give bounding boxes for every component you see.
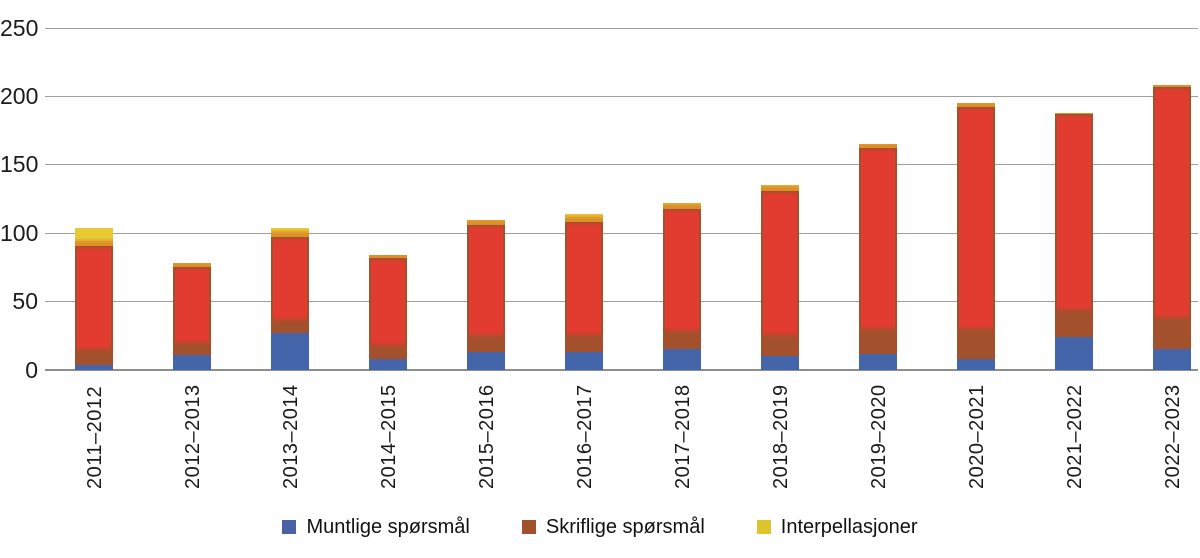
y-tick-label: 200: [0, 82, 39, 109]
legend-label-muntlige-sporsmal: Muntlige spørsmål: [306, 516, 470, 538]
x-tick-label: 2016–2017: [574, 384, 596, 489]
y-tick-label: 150: [0, 151, 39, 178]
bar-segment-skriflige: [663, 208, 701, 350]
bar-segment-skriflige: [957, 107, 995, 360]
x-tick-label: 2012–2013: [182, 384, 204, 489]
bar-segment-skriflige: [75, 245, 113, 365]
legend-item-muntlige-sporsmal: Muntlige spørsmål: [282, 516, 470, 538]
bar-segment-muntlige: [75, 364, 113, 370]
bar-segment-interpellasjoner: [1055, 112, 1093, 115]
gridline: [45, 301, 1198, 303]
bar-segment-muntlige: [957, 359, 995, 370]
skriflige-sporsmal-swatch-icon: [521, 520, 536, 534]
bar-segment-skriflige: [271, 237, 309, 334]
bar-segment-skriflige: [565, 222, 603, 353]
bar-segment-interpellasjoner: [859, 144, 897, 149]
x-tick-label: 2013–2014: [280, 384, 302, 489]
gridline: [45, 164, 1198, 166]
bar-segment-interpellasjoner: [369, 255, 407, 258]
bar-segment-skriflige: [1153, 86, 1191, 350]
bar-segment-skriflige: [369, 257, 407, 360]
x-tick-label: 2014–2015: [378, 384, 400, 489]
interpellasjoner-swatch-icon: [756, 520, 771, 534]
x-tick-label: 2021–2022: [1064, 384, 1086, 489]
bar-segment-muntlige: [1153, 349, 1191, 370]
muntlige-sporsmal-swatch-icon: [282, 520, 297, 534]
x-tick-label: 2018–2019: [770, 384, 792, 489]
gridline: [45, 27, 1198, 29]
bar-segment-interpellasjoner: [271, 227, 309, 238]
x-tick-label: 2022–2023: [1162, 384, 1184, 489]
x-tick-label: 2020–2021: [966, 384, 988, 489]
gridline: [45, 232, 1198, 234]
bar-segment-muntlige: [369, 359, 407, 370]
bar-segment-muntlige: [761, 356, 799, 370]
bar-segment-interpellasjoner: [957, 103, 995, 108]
bar-segment-skriflige: [173, 267, 211, 355]
legend-label-interpellasjoner: Interpellasjoner: [780, 516, 918, 538]
bar-segment-interpellasjoner: [663, 203, 701, 209]
bar-segment-interpellasjoner: [1153, 85, 1191, 87]
legend: Muntlige spørsmål Skriflige spørsmål Int…: [0, 516, 1200, 538]
bar-segment-skriflige: [761, 190, 799, 357]
bar-segment-skriflige: [467, 224, 505, 353]
bar-segment-muntlige: [467, 352, 505, 370]
x-tick-label: 2015–2016: [476, 384, 498, 489]
x-tick-label: 2011–2012: [84, 385, 106, 489]
bar-segment-interpellasjoner: [467, 219, 505, 225]
bar-segment-muntlige: [271, 333, 309, 370]
x-axis-baseline: [45, 369, 1198, 371]
bar-segment-muntlige: [565, 352, 603, 370]
bar-segment-skriflige: [859, 148, 897, 354]
bar-segment-muntlige: [1055, 337, 1093, 370]
legend-item-interpellasjoner: Interpellasjoner: [756, 516, 918, 538]
legend-item-skriflige-sporsmal: Skriflige spørsmål: [521, 516, 705, 538]
x-tick-label: 2017–2018: [672, 384, 694, 489]
bar-segment-interpellasjoner: [761, 185, 799, 191]
x-tick-label: 2019–2020: [868, 384, 890, 489]
y-tick-label: 0: [25, 356, 38, 383]
y-tick-label: 250: [0, 14, 39, 41]
legend-label-skriflige-sporsmal: Skriflige spørsmål: [545, 516, 705, 538]
bar-segment-muntlige: [859, 353, 897, 370]
bar-segment-interpellasjoner: [75, 227, 113, 246]
bar-segment-skriflige: [1055, 114, 1093, 338]
gridline: [45, 95, 1198, 97]
bar-segment-muntlige: [663, 349, 701, 370]
y-tick-label: 100: [0, 219, 39, 246]
y-tick-label: 50: [12, 288, 38, 315]
bar-segment-interpellasjoner: [173, 263, 211, 268]
bar-segment-muntlige: [173, 354, 211, 370]
bar-segment-interpellasjoner: [565, 214, 603, 223]
